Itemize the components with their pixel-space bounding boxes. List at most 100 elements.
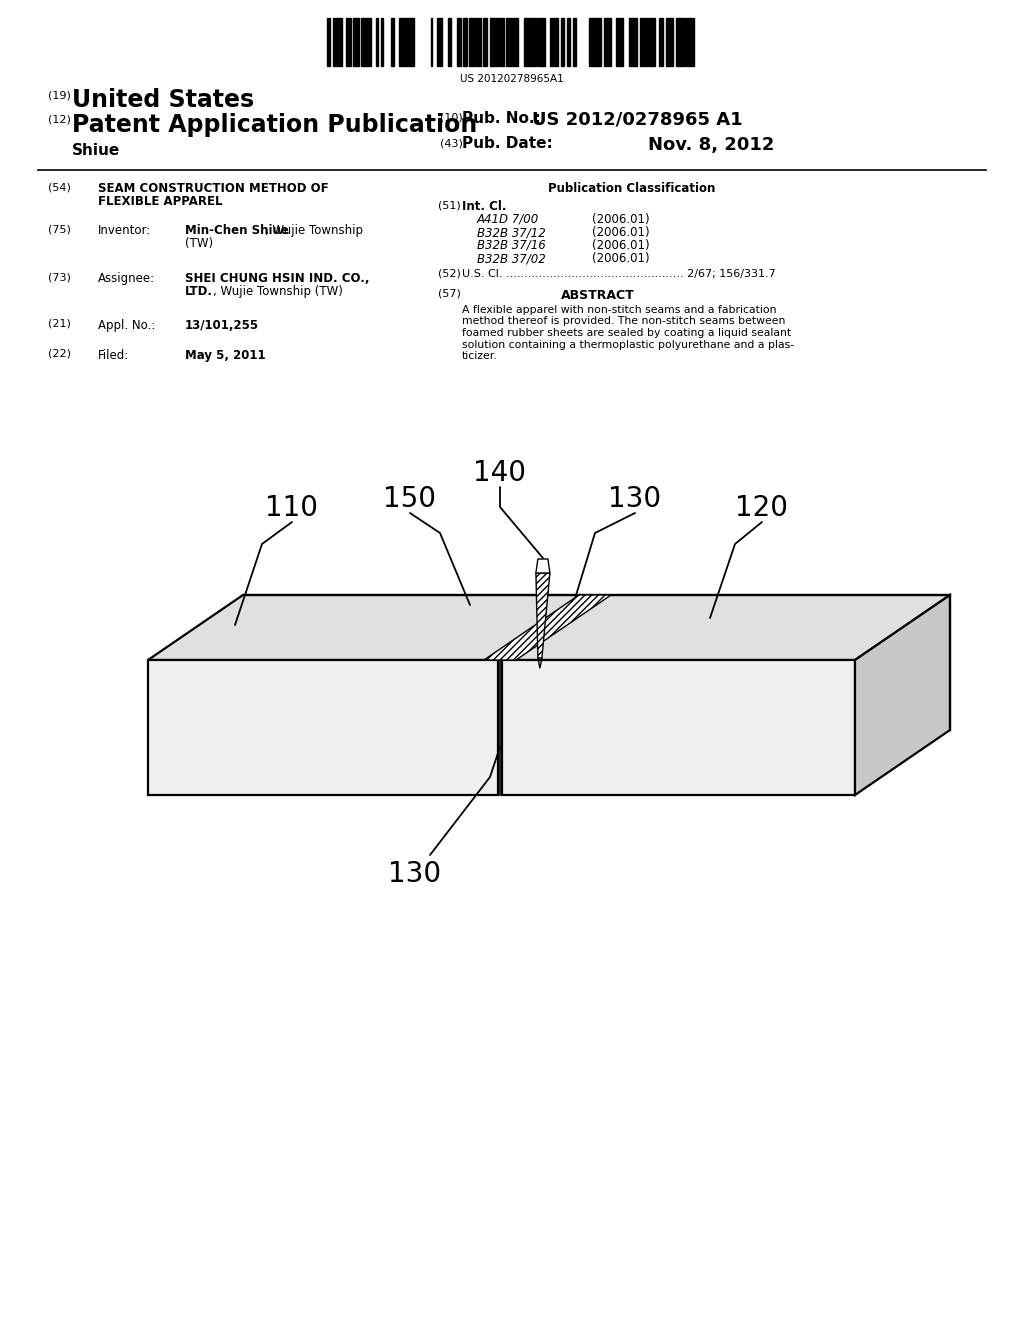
- Polygon shape: [536, 573, 550, 657]
- Text: 140: 140: [473, 459, 526, 487]
- Text: LTD.: LTD.: [185, 285, 213, 298]
- Bar: [366, 18, 368, 66]
- Bar: [679, 18, 684, 66]
- Bar: [539, 18, 542, 66]
- Bar: [458, 18, 461, 66]
- Bar: [604, 18, 607, 66]
- Bar: [635, 18, 637, 66]
- Bar: [376, 18, 378, 66]
- Bar: [399, 18, 403, 66]
- Bar: [361, 18, 364, 66]
- Bar: [449, 18, 451, 66]
- Bar: [364, 18, 366, 66]
- Bar: [573, 18, 575, 66]
- Bar: [616, 18, 618, 66]
- Text: (2006.01): (2006.01): [592, 252, 649, 265]
- Bar: [666, 18, 668, 66]
- Polygon shape: [855, 595, 950, 795]
- Text: A41D 7/00: A41D 7/00: [477, 213, 540, 226]
- Text: 110: 110: [265, 494, 318, 521]
- Text: FLEXIBLE APPAREL: FLEXIBLE APPAREL: [98, 195, 222, 209]
- Bar: [476, 18, 481, 66]
- Text: Inventor:: Inventor:: [98, 224, 152, 238]
- Bar: [534, 18, 536, 66]
- Text: Pub. No.:: Pub. No.:: [462, 111, 541, 125]
- Text: (10): (10): [440, 114, 463, 123]
- Text: May 5, 2011: May 5, 2011: [185, 348, 265, 362]
- Text: (2006.01): (2006.01): [592, 226, 649, 239]
- Text: 130: 130: [388, 861, 441, 888]
- Text: Publication Classification: Publication Classification: [548, 182, 716, 195]
- Bar: [531, 18, 534, 66]
- Polygon shape: [502, 660, 855, 795]
- Text: US 20120278965A1: US 20120278965A1: [460, 74, 564, 84]
- Text: SHEI CHUNG HSIN IND. CO.,: SHEI CHUNG HSIN IND. CO.,: [185, 272, 370, 285]
- Text: Shiue: Shiue: [72, 143, 120, 158]
- Text: , Wujie Township: , Wujie Township: [265, 224, 362, 238]
- Bar: [561, 18, 564, 66]
- Polygon shape: [148, 595, 593, 660]
- Text: (12): (12): [48, 115, 71, 125]
- Text: Patent Application Publication: Patent Application Publication: [72, 114, 477, 137]
- Bar: [595, 18, 599, 66]
- Bar: [368, 18, 371, 66]
- Text: ABSTRACT: ABSTRACT: [561, 289, 635, 302]
- Text: (51): (51): [438, 201, 461, 210]
- Bar: [553, 18, 558, 66]
- Bar: [513, 18, 518, 66]
- Text: method thereof is provided. The non-stitch seams between: method thereof is provided. The non-stit…: [462, 317, 785, 326]
- Text: solution containing a thermoplastic polyurethane and a plas-: solution containing a thermoplastic poly…: [462, 339, 795, 350]
- Bar: [490, 18, 492, 66]
- Bar: [337, 18, 342, 66]
- Bar: [593, 18, 595, 66]
- Text: B32B 37/12: B32B 37/12: [477, 226, 546, 239]
- Text: Int. Cl.: Int. Cl.: [462, 201, 507, 213]
- Bar: [346, 18, 351, 66]
- Text: United States: United States: [72, 88, 254, 112]
- Text: (TW): (TW): [185, 238, 213, 249]
- Text: 130: 130: [608, 484, 662, 513]
- Text: (2006.01): (2006.01): [592, 239, 649, 252]
- Polygon shape: [502, 595, 950, 660]
- Text: (52): (52): [438, 269, 461, 279]
- Bar: [651, 18, 655, 66]
- Bar: [567, 18, 570, 66]
- Text: (19): (19): [48, 90, 71, 100]
- Text: 150: 150: [384, 484, 436, 513]
- Bar: [589, 18, 592, 66]
- Bar: [668, 18, 673, 66]
- Text: (73): (73): [48, 272, 71, 282]
- Text: Pub. Date:: Pub. Date:: [462, 136, 553, 150]
- Bar: [483, 18, 487, 66]
- Text: B32B 37/02: B32B 37/02: [477, 252, 546, 265]
- Text: Nov. 8, 2012: Nov. 8, 2012: [648, 136, 774, 154]
- Bar: [684, 18, 686, 66]
- Text: Filed:: Filed:: [98, 348, 129, 362]
- Bar: [629, 18, 631, 66]
- Bar: [640, 18, 642, 66]
- Bar: [438, 18, 442, 66]
- Bar: [618, 18, 623, 66]
- Text: SEAM CONSTRUCTION METHOD OF: SEAM CONSTRUCTION METHOD OF: [98, 182, 329, 195]
- Polygon shape: [536, 558, 550, 573]
- Text: (57): (57): [438, 289, 461, 300]
- Bar: [543, 18, 545, 66]
- Bar: [463, 18, 467, 66]
- Bar: [403, 18, 407, 66]
- Polygon shape: [484, 595, 611, 660]
- Text: 13/101,255: 13/101,255: [185, 319, 259, 333]
- Bar: [408, 18, 411, 66]
- Bar: [506, 18, 512, 66]
- Bar: [493, 18, 497, 66]
- Text: U.S. Cl. ................................................. 2/67; 156/331.7: U.S. Cl. ...............................…: [462, 269, 776, 279]
- Bar: [381, 18, 383, 66]
- Text: (21): (21): [48, 319, 71, 329]
- Bar: [649, 18, 651, 66]
- Bar: [599, 18, 601, 66]
- Text: ticizer.: ticizer.: [462, 351, 498, 360]
- Bar: [469, 18, 475, 66]
- Text: US 2012/0278965 A1: US 2012/0278965 A1: [532, 111, 742, 129]
- Polygon shape: [148, 660, 498, 795]
- Bar: [526, 18, 531, 66]
- Text: (2006.01): (2006.01): [592, 213, 649, 226]
